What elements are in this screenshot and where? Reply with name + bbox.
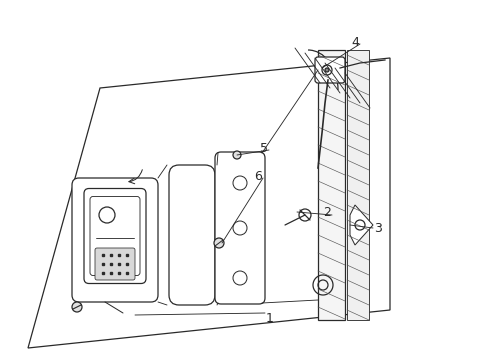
FancyBboxPatch shape [169,165,215,305]
Circle shape [72,302,82,312]
Text: 5: 5 [260,141,267,154]
FancyBboxPatch shape [72,178,158,302]
Polygon shape [349,205,372,245]
Circle shape [298,209,310,221]
Polygon shape [317,50,345,320]
Circle shape [325,68,328,72]
Text: 4: 4 [350,36,358,49]
FancyBboxPatch shape [95,248,135,280]
Text: 1: 1 [265,311,273,324]
FancyBboxPatch shape [215,152,264,304]
Text: 6: 6 [254,170,262,183]
FancyBboxPatch shape [84,189,146,284]
FancyBboxPatch shape [314,57,345,83]
Circle shape [232,151,241,159]
Polygon shape [346,50,368,320]
FancyBboxPatch shape [90,197,140,275]
Circle shape [214,238,224,248]
Text: 2: 2 [323,207,330,220]
Text: 3: 3 [373,221,381,234]
